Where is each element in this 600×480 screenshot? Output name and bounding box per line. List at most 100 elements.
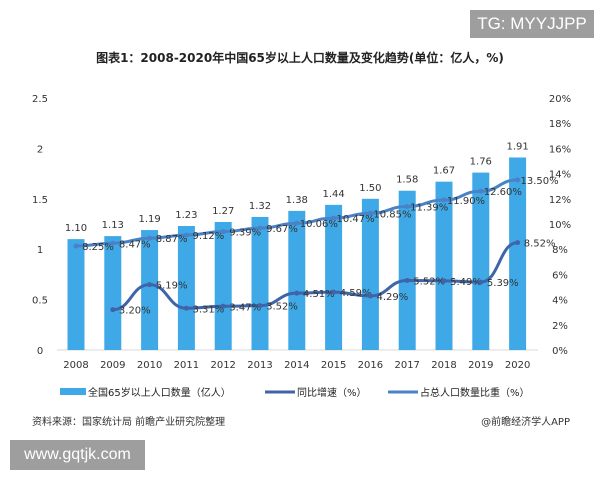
share-point xyxy=(404,203,410,209)
bar xyxy=(177,226,195,350)
growth-label: 3.52% xyxy=(266,302,298,313)
x-tick-label: 2010 xyxy=(137,360,162,371)
y2-tick-label: 4% xyxy=(552,296,568,307)
share-point xyxy=(73,243,79,249)
y-tick-label: 1.5 xyxy=(32,195,48,206)
x-tick-label: 2012 xyxy=(210,360,235,371)
y2-tick-label: 8% xyxy=(552,245,568,256)
y-tick-label: 0.5 xyxy=(32,296,48,307)
growth-point xyxy=(220,303,226,309)
share-point xyxy=(147,235,153,241)
bar xyxy=(361,198,379,350)
bar-label: 1.76 xyxy=(470,157,492,168)
y2-tick-label: 18% xyxy=(549,119,571,130)
growth-point xyxy=(110,307,116,313)
y-tick-label: 2.5 xyxy=(32,94,48,105)
x-tick-label: 2014 xyxy=(284,360,309,371)
bar xyxy=(214,221,232,350)
growth-label: 5.19% xyxy=(156,281,188,292)
growth-point xyxy=(147,282,153,288)
growth-label: 5.52% xyxy=(413,276,445,287)
share-point xyxy=(110,240,116,246)
bar xyxy=(325,204,343,350)
y2-tick-label: 16% xyxy=(549,144,571,155)
share-point xyxy=(331,215,337,221)
x-tick-label: 2017 xyxy=(394,360,419,371)
bar xyxy=(141,230,159,350)
growth-point xyxy=(478,279,484,285)
share-label: 9.39% xyxy=(229,228,261,239)
share-point xyxy=(367,210,373,216)
bar-label: 1.67 xyxy=(433,166,455,177)
y2-tick-label: 20% xyxy=(549,94,571,105)
share-label: 11.90% xyxy=(447,196,485,207)
credit-text: @前瞻经济学人APP xyxy=(481,415,570,428)
share-label: 12.60% xyxy=(484,187,522,198)
x-tick-label: 2013 xyxy=(247,360,272,371)
growth-label: 3.47% xyxy=(229,302,261,313)
bar-label: 1.19 xyxy=(138,214,160,225)
bar-label: 1.58 xyxy=(396,175,418,186)
x-tick-label: 2018 xyxy=(431,360,456,371)
share-point xyxy=(220,229,226,235)
x-tick-label: 2008 xyxy=(63,360,88,371)
growth-label: 5.39% xyxy=(487,278,519,289)
y2-tick-label: 6% xyxy=(552,270,568,281)
bar-label: 1.10 xyxy=(65,223,87,234)
bar-label: 1.27 xyxy=(212,206,234,217)
bar xyxy=(435,181,453,350)
source-text: 资料来源：国家统计局 前瞻产业研究院整理 xyxy=(32,415,225,428)
x-tick-label: 2009 xyxy=(100,360,125,371)
x-tick-label: 2019 xyxy=(468,360,493,371)
y2-tick-label: 10% xyxy=(549,220,571,231)
chart-title: 图表1：2008-2020年中国65岁以上人口数量及变化趋势(单位：亿人，%) xyxy=(96,50,504,65)
share-point xyxy=(294,220,300,226)
growth-line xyxy=(112,241,518,312)
share-label: 8.47% xyxy=(119,239,151,250)
bar xyxy=(104,236,122,350)
growth-point xyxy=(183,305,189,311)
legend-share-label: 占总人口数量比重（%） xyxy=(420,386,530,399)
watermark-site: www.gqtjk.com xyxy=(10,440,145,470)
growth-label: 3.20% xyxy=(119,306,151,317)
y2-tick-label: 0% xyxy=(552,346,568,357)
bar-label: 1.50 xyxy=(359,183,381,194)
legend-bar-swatch xyxy=(60,388,86,395)
share-label: 8.25% xyxy=(82,242,114,253)
growth-point xyxy=(257,303,263,309)
y-tick-label: 0 xyxy=(37,346,43,357)
y2-tick-label: 14% xyxy=(549,170,571,181)
share-point xyxy=(183,232,189,238)
x-tick-label: 2011 xyxy=(174,360,199,371)
bar-label: 1.23 xyxy=(175,210,197,221)
growth-label: 3.31% xyxy=(193,304,225,315)
growth-point xyxy=(294,290,300,296)
bar xyxy=(251,216,269,350)
share-label: 8.87% xyxy=(156,234,188,245)
growth-point xyxy=(515,240,521,246)
watermark-tg: TG: MYYJJPP xyxy=(470,10,594,38)
share-label: 9.67% xyxy=(266,224,298,235)
share-point xyxy=(515,177,521,183)
share-label: 10.47% xyxy=(337,214,375,225)
bar-label: 1.13 xyxy=(102,220,124,231)
share-label: 13.50% xyxy=(521,176,559,187)
share-point xyxy=(478,188,484,194)
share-label: 9.12% xyxy=(193,231,225,242)
x-tick-label: 2016 xyxy=(358,360,383,371)
growth-label: 4.51% xyxy=(303,289,335,300)
share-label: 11.39% xyxy=(410,202,448,213)
y2-tick-label: 12% xyxy=(549,195,571,206)
bar-label: 1.32 xyxy=(249,201,271,212)
bar xyxy=(472,172,490,350)
growth-label: 4.29% xyxy=(377,292,409,303)
legend-growth-label: 同比增速（%） xyxy=(297,386,367,399)
growth-point xyxy=(367,293,373,299)
legend-bar-label: 全国65岁以上人口数量（亿人） xyxy=(88,386,231,399)
growth-label: 4.59% xyxy=(340,288,372,299)
growth-label: 5.49% xyxy=(450,277,482,288)
x-tick-label: 2015 xyxy=(321,360,346,371)
growth-point xyxy=(404,277,410,283)
growth-point xyxy=(441,278,447,284)
